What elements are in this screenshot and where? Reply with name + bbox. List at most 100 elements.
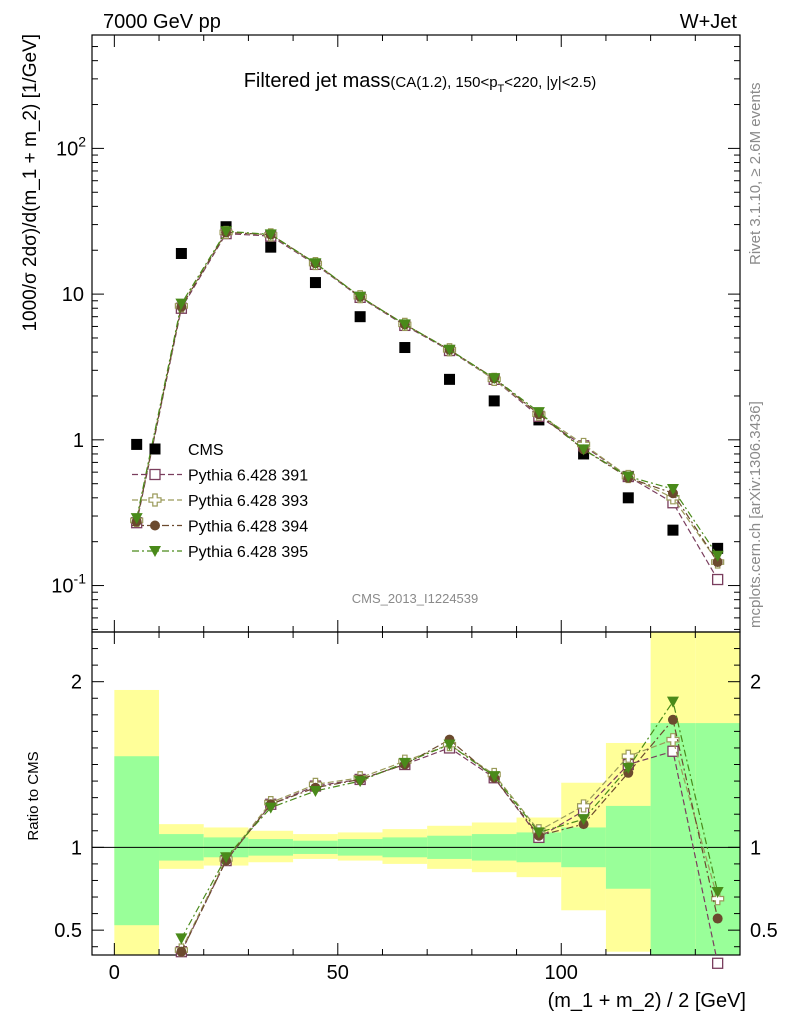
ratio-point-p395 (577, 814, 590, 826)
ratio-point-p395 (354, 776, 367, 788)
legend-label-p395: Pythia 6.428 395 (188, 544, 308, 561)
main-ytick-label-base: 10 (56, 138, 78, 160)
ratio-ytick-label-right: 1 (750, 837, 761, 859)
title-sub-subscript: T (498, 83, 505, 95)
legend-marker-data (149, 443, 161, 455)
main-frame (91, 34, 741, 633)
main-point-data (131, 438, 143, 450)
ratio-point-p394 (176, 946, 187, 957)
main-point-p395 (130, 513, 143, 525)
legend-label-p393: Pythia 6.428 393 (188, 493, 308, 510)
main-point-p395 (264, 229, 277, 241)
legend: CMS Pythia 6.428 391 Pythia 6.428 393 Pythi… (132, 442, 308, 561)
ratio-xtick-label: 0 (109, 962, 120, 984)
main-ytick-label-sup: -1 (74, 571, 87, 587)
title-main: Filtered jet mass (244, 70, 391, 92)
main-point-data (354, 311, 366, 323)
ratio-xtick-label: 100 (545, 962, 578, 984)
main-point-p395 (532, 407, 545, 419)
side-mcplots-label: mcplots.cern.ch [arXiv:1306.3436] (747, 401, 764, 628)
frames (91, 34, 741, 956)
main-ytick-label: 1 (73, 430, 84, 452)
header-right: W+Jet (680, 11, 738, 33)
ratio-point-p394 (712, 913, 723, 924)
main-point-p395 (488, 373, 501, 385)
main-point-data (399, 342, 411, 354)
main-line-p395 (136, 230, 719, 557)
ratio-ytick-label-left: 1 (71, 837, 82, 859)
legend-marker-p393 (148, 493, 162, 507)
analysis-id: CMS_2013_I1224539 (352, 591, 479, 606)
ratio-point-p393 (666, 733, 680, 747)
main-point-p394 (712, 557, 723, 568)
ratio-point-p395 (532, 827, 545, 839)
ratio-point-p391 (667, 745, 679, 757)
xlabel: (m_1 + m_2) / 2 [GeV] (548, 990, 746, 1012)
legend-label-p394: Pythia 6.428 394 (188, 519, 308, 536)
ratio-point-p395 (264, 802, 277, 814)
plot-title: Filtered jet mass(CA(1.2), 150<pT<220, |… (244, 70, 597, 95)
main-point-p395 (443, 344, 456, 356)
ratio-ylabel: Ratio to CMS (25, 751, 42, 840)
ratio-ytick-label-right: 2 (750, 672, 761, 694)
ratio-point-p393 (576, 799, 591, 813)
ratio-bands (114, 632, 740, 955)
main-point-p391 (712, 573, 724, 586)
main-point-data (712, 542, 724, 554)
main-point-data (309, 277, 321, 289)
main-ytick-label: 10 (62, 284, 84, 306)
main-series (130, 221, 725, 586)
main-ytick-label: 10-1 (51, 571, 86, 598)
main-point-data (667, 524, 679, 536)
legend-label-data: CMS (188, 442, 224, 459)
ratio-point-p395 (398, 757, 411, 769)
ratio-point-p395 (488, 771, 501, 783)
main-point-p395 (711, 550, 724, 562)
main-point-p395 (220, 226, 233, 238)
main-point-p395 (577, 444, 590, 456)
main-point-p395 (666, 483, 679, 495)
ratio-ytick-label-left: 2 (71, 672, 82, 694)
ratio-point-p395 (220, 852, 233, 864)
legend-marker-p395 (149, 546, 161, 557)
band-inner-0 (114, 756, 160, 926)
main-ytick-label-base: 10 (51, 576, 73, 598)
ratio-point-p395 (175, 933, 188, 945)
ratio-point-p391 (712, 957, 724, 969)
ratio-point-p395 (711, 887, 724, 899)
ratio-point-p394 (667, 714, 678, 725)
legend-label-p391: Pythia 6.428 391 (188, 468, 308, 485)
title-sub-post: <220, |y|<2.5) (504, 74, 596, 91)
ratio-series (174, 696, 725, 969)
ratio-point-p395 (443, 739, 456, 751)
main-line-p394 (136, 231, 719, 563)
ratio-point-p393 (711, 892, 725, 906)
legend-marker-p391 (149, 468, 161, 481)
ratio-point-p395 (666, 696, 679, 708)
main-point-p395 (309, 258, 322, 270)
main-point-data (622, 492, 634, 504)
band-inner-12 (650, 723, 696, 955)
main-ylabel: 1000/σ 2dσ)/d(m_1 + m_2) [1/GeV] (20, 34, 41, 332)
ratio-point-p395 (309, 786, 322, 798)
ratio-point-p393 (621, 749, 635, 763)
header-left: 7000 GeV pp (103, 11, 221, 33)
ratio-ytick-label-left: 0.5 (54, 920, 82, 942)
main-point-p395 (354, 291, 367, 303)
ratio-xtick-label: 50 (327, 962, 349, 984)
main-point-p395 (175, 298, 188, 310)
main-ytick-label-base: 1 (73, 430, 84, 452)
title-sub-pre: (CA(1.2), 150<p (390, 74, 497, 91)
main-ytick-label-base: 10 (62, 284, 84, 306)
main-point-data (175, 247, 187, 259)
ratio-frame (91, 631, 741, 956)
main-point-data (488, 395, 500, 407)
main-point-data (444, 373, 456, 385)
main-point-p395 (622, 471, 635, 483)
legend-marker-p394 (150, 520, 160, 531)
main-line-p393 (136, 231, 719, 563)
main-point-data (265, 241, 277, 253)
side-rivet-label: Rivet 3.1.10, ≥ 2.6M events (747, 83, 764, 266)
